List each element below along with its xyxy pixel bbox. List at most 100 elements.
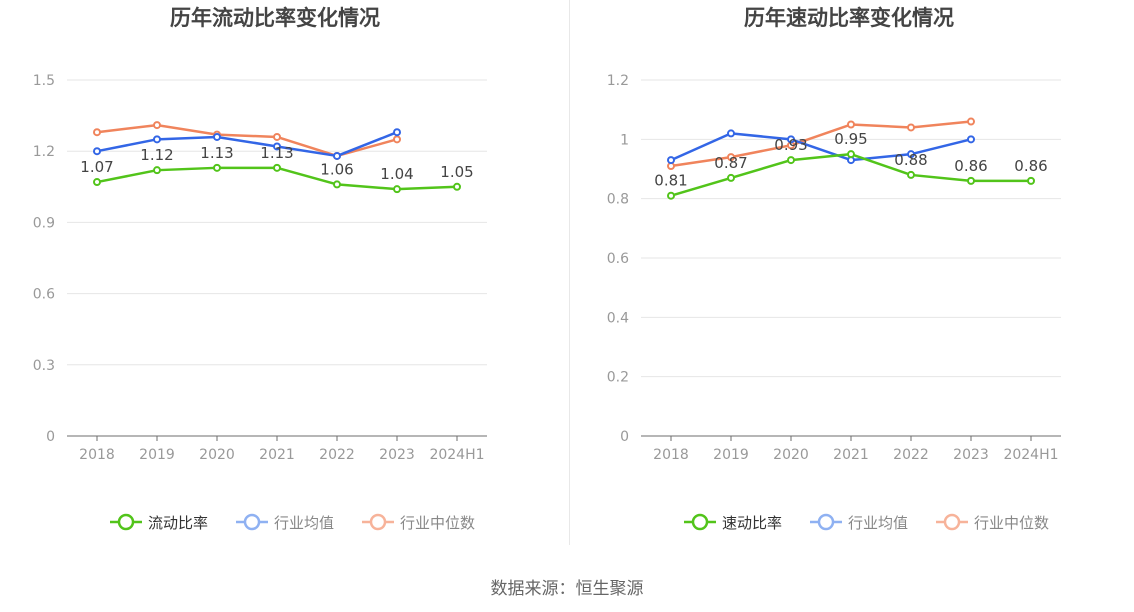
y-tick-label: 1.2 xyxy=(607,73,629,89)
data-point-primary xyxy=(967,176,975,185)
data-label: 1.13 xyxy=(200,144,233,162)
data-label: 0.93 xyxy=(774,136,807,154)
series-line-avg xyxy=(670,132,972,162)
x-tick-label: 2020 xyxy=(199,447,235,463)
data-point-avg xyxy=(727,129,735,138)
data-point-avg xyxy=(393,128,401,137)
data-point-median xyxy=(93,128,101,137)
data-point-avg xyxy=(333,151,341,160)
legend-label: 速动比率 xyxy=(722,514,782,532)
data-point-primary xyxy=(667,191,675,200)
legend-item-primary: 流动比率 xyxy=(110,513,208,532)
data-label: 1.06 xyxy=(320,160,353,178)
data-point-primary xyxy=(453,182,461,191)
data-point-primary xyxy=(393,185,401,194)
y-tick-label: 0 xyxy=(46,429,55,445)
data-point-primary xyxy=(847,150,855,159)
y-tick-label: 1.5 xyxy=(33,73,55,89)
data-label: 1.13 xyxy=(260,144,293,162)
x-tick-label: 2022 xyxy=(893,447,929,463)
panel-divider xyxy=(569,0,570,545)
y-tick-label: 0 xyxy=(620,429,629,445)
legend-marker xyxy=(943,513,961,531)
data-label: 0.87 xyxy=(714,154,747,172)
data-point-primary xyxy=(93,178,101,187)
data-point-avg xyxy=(967,135,975,144)
y-tick-label: 1 xyxy=(620,132,629,148)
data-label: 0.81 xyxy=(654,172,687,190)
legend-label: 行业中位数 xyxy=(400,514,475,532)
legend-marker xyxy=(243,513,261,531)
data-point-median xyxy=(967,117,975,126)
data-point-avg xyxy=(273,142,281,151)
data-point-median xyxy=(393,135,401,144)
data-point-primary xyxy=(727,173,735,182)
data-label: 0.86 xyxy=(954,157,987,175)
y-tick-label: 0.6 xyxy=(607,251,629,267)
legend-label: 行业均值 xyxy=(274,514,334,532)
data-source-note: 数据来源：恒生聚源 xyxy=(490,579,644,599)
y-tick-label: 0.4 xyxy=(607,310,629,326)
data-point-primary xyxy=(273,163,281,172)
data-point-primary xyxy=(1027,176,1035,185)
x-tick-label: 2024H1 xyxy=(1003,447,1058,463)
data-point-median xyxy=(153,121,161,130)
data-label: 1.07 xyxy=(80,158,113,176)
legend-label: 行业均值 xyxy=(848,514,908,532)
data-point-avg xyxy=(667,156,675,165)
data-point-primary xyxy=(213,163,221,172)
data-label: 0.88 xyxy=(894,151,927,169)
data-point-primary xyxy=(787,156,795,165)
legend-item-median: 行业中位数 xyxy=(362,513,475,532)
x-tick-label: 2023 xyxy=(379,447,415,463)
data-label: 1.05 xyxy=(440,163,473,181)
legend-marker xyxy=(117,513,135,531)
series-line-median xyxy=(670,120,972,168)
y-tick-label: 0.6 xyxy=(33,287,55,303)
data-point-avg xyxy=(787,135,795,144)
data-point-median xyxy=(847,120,855,129)
x-tick-label: 2018 xyxy=(653,447,689,463)
x-tick-label: 2020 xyxy=(773,447,809,463)
chart-title: 历年速动比率变化情况 xyxy=(744,6,954,30)
legend-item-avg: 行业均值 xyxy=(810,513,908,532)
data-label: 1.12 xyxy=(140,146,173,164)
data-label: 1.04 xyxy=(380,165,413,183)
x-tick-label: 2019 xyxy=(713,447,749,463)
data-label: 0.86 xyxy=(1014,157,1047,175)
series-line-avg xyxy=(96,131,398,158)
legend-item-primary: 速动比率 xyxy=(684,513,782,532)
x-tick-label: 2019 xyxy=(139,447,175,463)
data-point-primary xyxy=(907,170,915,179)
legend-marker xyxy=(691,513,709,531)
data-point-primary xyxy=(333,180,341,189)
legend-label: 行业中位数 xyxy=(974,514,1049,532)
chart-svg: 历年流动比率变化情况 0 0.3 0.6 0.9 1.2 1.5 2018 2019 2020 20… xyxy=(33,6,487,532)
data-point-avg xyxy=(213,132,221,141)
x-tick-label: 2018 xyxy=(79,447,115,463)
x-tick-label: 2022 xyxy=(319,447,355,463)
legend-label: 流动比率 xyxy=(148,514,208,532)
y-tick-label: 0.8 xyxy=(607,192,629,208)
x-tick-label: 2021 xyxy=(833,447,869,463)
data-point-avg xyxy=(93,147,101,156)
data-point-median xyxy=(907,123,915,132)
x-tick-label: 2021 xyxy=(259,447,295,463)
x-tick-label: 2023 xyxy=(953,447,989,463)
y-tick-label: 1.2 xyxy=(33,144,55,160)
data-label: 0.95 xyxy=(834,130,867,148)
data-point-median xyxy=(273,132,281,141)
y-tick-label: 0.2 xyxy=(607,370,629,386)
current-ratio-chart: 历年流动比率变化情况 0 0.3 0.6 0.9 1.2 1.5 2018 2019 2020 20… xyxy=(0,0,560,560)
legend-marker xyxy=(817,513,835,531)
data-point-median xyxy=(727,153,735,162)
legend-marker xyxy=(369,513,387,531)
data-point-avg xyxy=(153,135,161,144)
legend-item-avg: 行业均值 xyxy=(236,513,334,532)
quick-ratio-chart: 历年速动比率变化情况 0 0.2 0.4 0.6 0.8 1 1.2 2018 2019 2020 2… xyxy=(574,0,1134,560)
chart-title: 历年流动比率变化情况 xyxy=(170,6,380,30)
data-point-avg xyxy=(907,150,915,159)
y-tick-label: 0.9 xyxy=(33,215,55,231)
x-tick-label: 2024H1 xyxy=(429,447,484,463)
